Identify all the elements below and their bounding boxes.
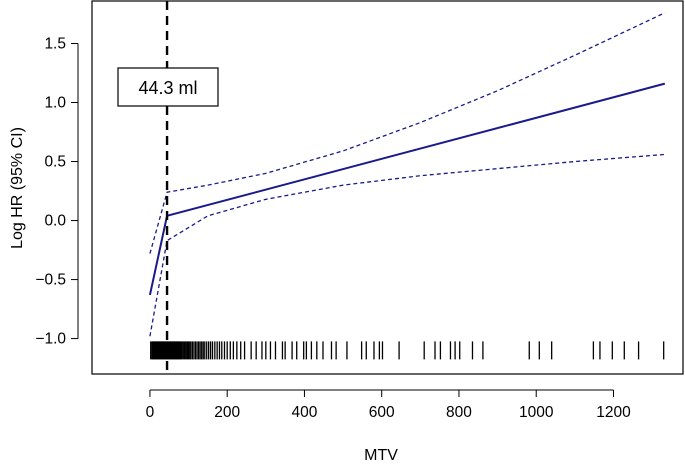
estimate-line [148, 82, 666, 296]
y-tick-label: 1.0 [44, 95, 66, 112]
x-tick-label: 800 [446, 404, 472, 421]
x-tick-label: 1200 [596, 404, 631, 421]
series-lines [148, 12, 666, 337]
ci-line [149, 153, 665, 337]
x-axis-title: MTV [364, 447, 398, 464]
y-tick-label: 0.5 [44, 154, 66, 171]
y-tick-label: 1.5 [44, 35, 66, 52]
cutoff-label: 44.3 ml [138, 78, 197, 98]
y-tick-label: −1.0 [35, 331, 66, 348]
x-tick-label: 600 [369, 404, 395, 421]
x-tick-label: 200 [214, 404, 240, 421]
cutoff-marker: 44.3 ml [117, 1, 219, 374]
x-tick-label: 400 [292, 404, 318, 421]
ci-line [149, 12, 666, 254]
x-axis: 0 200 400 600 800 1000 1200 [146, 389, 631, 421]
plot-frame [91, 0, 684, 375]
y-axis: −1.0 −0.5 0.0 0.5 1.0 1.5 [35, 35, 79, 348]
x-tick-label: 1000 [519, 404, 554, 421]
y-tick-label: −0.5 [35, 272, 66, 289]
cutoff-label-box [117, 67, 219, 107]
x-tick-label: 0 [146, 404, 155, 421]
y-axis-title: Log HR (95% CI) [9, 127, 26, 249]
rug-marks [150, 341, 665, 360]
y-tick-label: 0.0 [44, 213, 66, 230]
